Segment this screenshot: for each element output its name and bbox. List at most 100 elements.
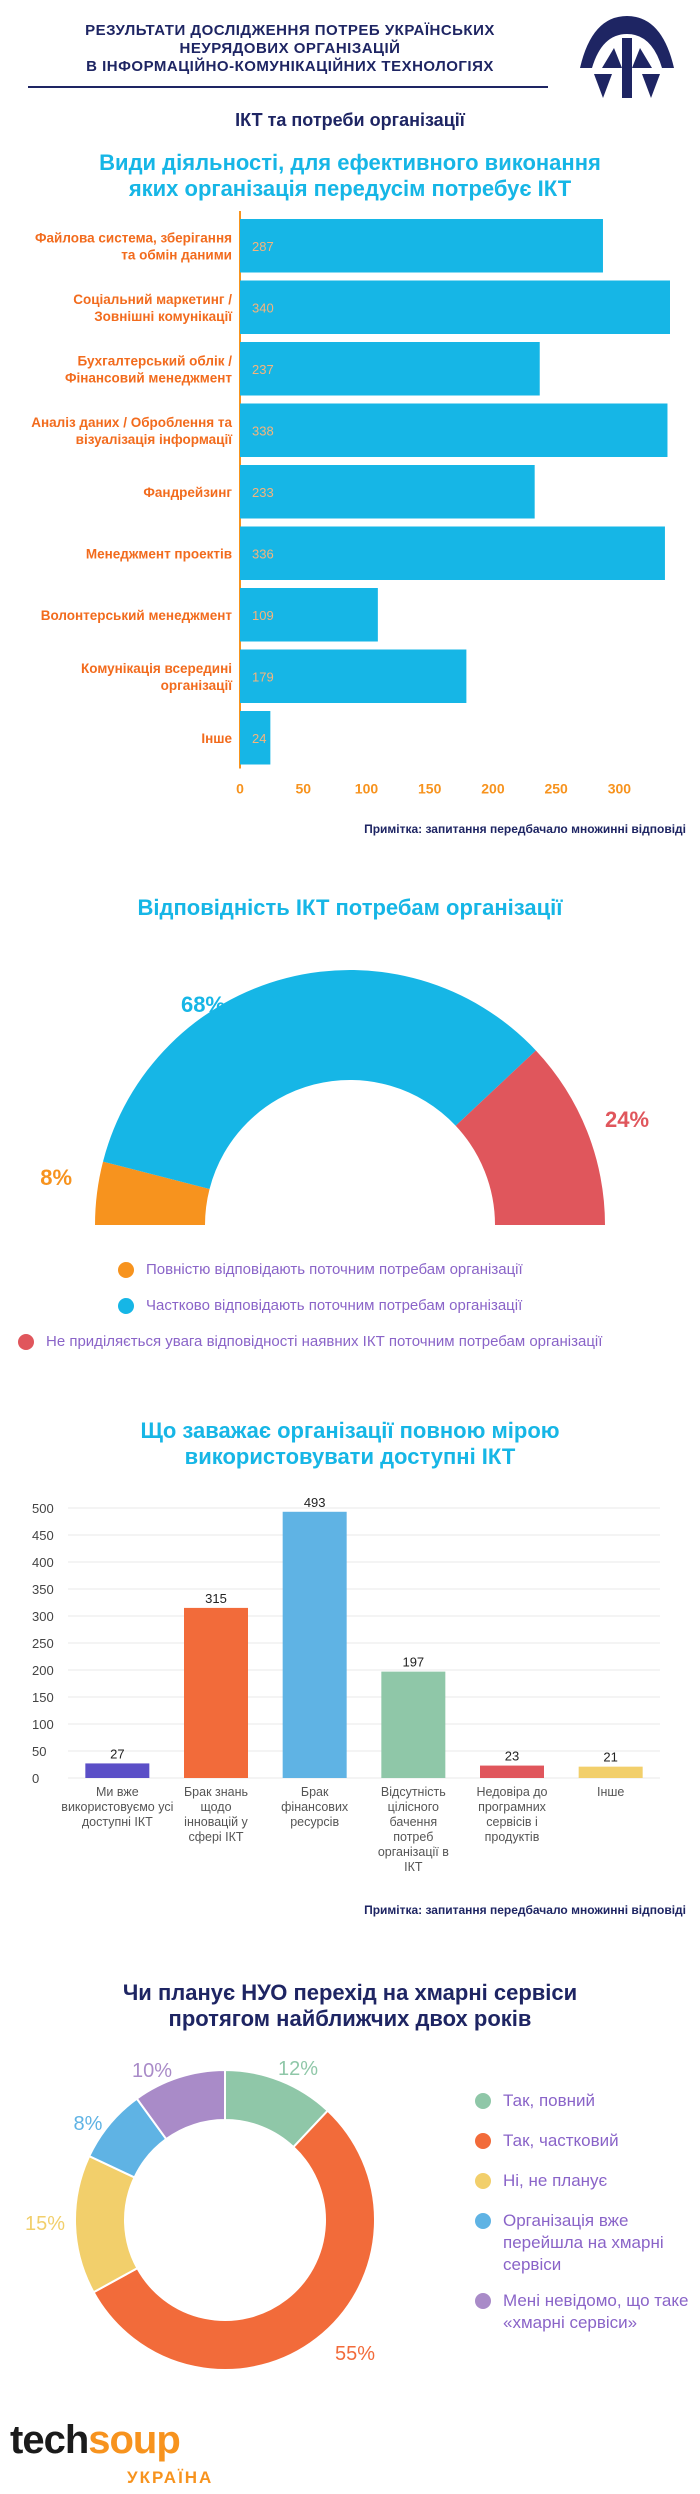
- category-label: бачення: [390, 1815, 438, 1829]
- bar: [85, 1763, 150, 1778]
- legend-swatch: [18, 1333, 34, 1350]
- percent-label: 24%: [605, 1107, 649, 1132]
- category-label: організації в: [378, 1845, 449, 1859]
- section2-title: Відповідність ІКТ потребам організації: [137, 895, 563, 920]
- category-label: продуктів: [485, 1830, 540, 1844]
- data-label: 23: [505, 1749, 519, 1764]
- donut-slice: [135, 2068, 226, 2141]
- bar: [240, 588, 378, 642]
- barriers-bar-chart: 0 50 100 150 200 250 300 350 400 450 500 27 Ми вжеви…: [32, 1495, 660, 1874]
- legend-swatch: [475, 2213, 491, 2229]
- data-label: 197: [402, 1655, 424, 1670]
- legend-swatch: [118, 1297, 134, 1314]
- bar: [240, 649, 467, 703]
- page-subtitle: ІКТ та потреби організації: [235, 110, 465, 130]
- legend-item: Мені невідомо, що таке «хмарні сервіси»: [475, 2290, 695, 2334]
- category-label: Менеджмент проектів: [86, 546, 232, 561]
- category-label: сфері ІКТ: [188, 1830, 243, 1844]
- percent-label: 8%: [40, 1165, 72, 1190]
- data-label: 233: [252, 485, 274, 500]
- category-label: Фінансовий менеджмент: [65, 370, 232, 385]
- donut-slice: [95, 1161, 210, 1225]
- category-label: Файлова система, зберігання: [35, 230, 232, 245]
- category-label: Відсутність: [381, 1785, 446, 1799]
- category-label: Соціальний маркетинг /: [73, 292, 232, 307]
- legend-label: Так, повний: [503, 2091, 596, 2110]
- percent-label: 12%: [278, 2058, 318, 2080]
- category-label: Фандрейзинг: [143, 485, 232, 500]
- y-tick-label: 400: [32, 1555, 54, 1570]
- ict-match-half-donut-chart: 8% 68% 24%: [40, 969, 649, 1225]
- bar: [240, 711, 271, 765]
- y-tick-label: 0: [32, 1771, 39, 1786]
- y-tick-label: 200: [32, 1663, 54, 1678]
- y-tick-label: 100: [32, 1717, 54, 1732]
- data-label: 109: [252, 608, 274, 623]
- activities-bar-chart: 287 Файлова система, зберігання та обмін д…: [31, 211, 670, 797]
- category-label: Інше: [597, 1785, 624, 1799]
- category-label: Аналіз даних / Оброблення та: [31, 415, 232, 430]
- section1-title: Види діяльності, для ефективного виконан…: [40, 150, 660, 202]
- bar: [184, 1607, 248, 1778]
- percent-label: 68%: [181, 992, 225, 1017]
- donut-slice: [92, 2109, 376, 2371]
- legend-label: Організація вже перейшла на хмарні серві…: [503, 2211, 664, 2274]
- x-tick-label: 250: [544, 781, 568, 797]
- bar: [381, 1671, 446, 1778]
- donut-slice: [103, 969, 536, 1189]
- data-label: 315: [205, 1591, 227, 1606]
- bar: [480, 1765, 544, 1778]
- data-label: 27: [110, 1746, 124, 1761]
- percent-label: 15%: [25, 2213, 65, 2235]
- report-title-line: В ІНФОРМАЦІЙНО-КОМУНІКАЦІЙНИХ ТЕХНОЛОГІЯ…: [86, 58, 494, 75]
- section4-title-line: протягом найближчих двох років: [168, 2006, 532, 2031]
- donut-slice: [74, 2154, 139, 2294]
- percent-label: 8%: [74, 2113, 103, 2135]
- category-label: та обмін даними: [121, 247, 232, 262]
- legend-label: Мені невідомо, що таке «хмарні сервіси»: [503, 2291, 689, 2332]
- data-label: 340: [252, 300, 274, 315]
- category-label: візуалізація інформації: [76, 432, 234, 447]
- legend-item: Так, повний: [475, 2090, 695, 2112]
- category-label: Зовнішні комунікації: [94, 309, 233, 324]
- header-divider: [28, 86, 548, 88]
- legend-item: Не приділяється увага відповідності наяв…: [18, 1333, 602, 1350]
- techsoup-logo: techsoup: [10, 2418, 181, 2463]
- report-title-line: РЕЗУЛЬТАТИ ДОСЛІДЖЕННЯ ПОТРЕБ УКРАЇНСЬКИ…: [85, 22, 495, 39]
- category-label: Ми вже: [96, 1785, 139, 1799]
- bar: [240, 219, 603, 273]
- y-tick-label: 500: [32, 1501, 54, 1516]
- bar: [578, 1766, 643, 1778]
- data-label: 21: [603, 1750, 617, 1765]
- ict-match-legend: Повністю відповідають поточним потребам …: [0, 1255, 700, 1365]
- legend-item: Організація вже перейшла на хмарні серві…: [475, 2210, 695, 2276]
- x-tick-label: 150: [418, 781, 442, 797]
- data-label: 24: [252, 731, 266, 746]
- category-label: потреб: [393, 1830, 433, 1844]
- section3-note: Примітка: запитання передбачало множинні…: [364, 1903, 686, 1917]
- category-label: програмних: [478, 1800, 547, 1814]
- category-label: доступні ІКТ: [82, 1815, 153, 1829]
- data-label: 287: [252, 239, 274, 254]
- section1-title-line: яких організація передусім потребує ІКТ: [128, 176, 572, 201]
- category-label: використовуємо усі: [61, 1800, 173, 1814]
- category-label: сервісів і: [486, 1815, 538, 1829]
- legend-swatch: [475, 2093, 491, 2109]
- category-label: Інше: [201, 731, 232, 746]
- bar: [240, 403, 668, 457]
- data-label: 179: [252, 669, 274, 684]
- brand-part-soup: soup: [88, 2418, 181, 2462]
- category-label: Недовіра до: [477, 1785, 548, 1799]
- section3-title-line: Що заважає організації повною мірою: [140, 1418, 560, 1443]
- legend-item: Частково відповідають поточним потребам …: [118, 1297, 522, 1314]
- section1-title-line: Види діяльності, для ефективного виконан…: [99, 150, 601, 175]
- category-label: Комунікація всередині: [81, 661, 232, 676]
- category-label: Брак: [301, 1785, 329, 1799]
- legend-swatch: [118, 1261, 134, 1278]
- legend-item: Ні, не планує: [475, 2170, 695, 2192]
- category-label: ІКТ: [404, 1860, 423, 1874]
- percent-label: 55%: [335, 2343, 375, 2365]
- bar: [240, 526, 665, 580]
- legend-label: Так, частковий: [503, 2131, 619, 2150]
- category-label: Брак знань: [184, 1785, 248, 1799]
